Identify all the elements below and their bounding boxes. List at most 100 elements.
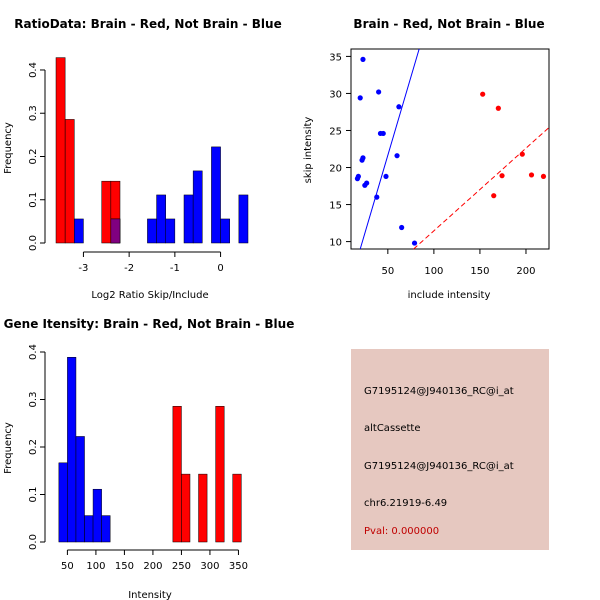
scatter-y-tick-label: 30: [329, 89, 342, 100]
gene-intensity-ylabel: Frequency: [3, 422, 14, 474]
intensity-scatter-title: Brain - Red, Not Brain - Blue: [353, 17, 544, 31]
p1-y-tick-label: 0.4: [28, 62, 39, 78]
pval-text: Pval: 0.000000: [364, 526, 440, 537]
scatter-point-not-brain-14: [374, 194, 380, 200]
scatter-point-not-brain-0: [360, 56, 366, 62]
gene-intensity-title: Gene Itensity: Brain - Red, Not Brain - …: [4, 317, 295, 331]
ratio-histogram-title: RatioData: Brain - Red, Not Brain - Blue: [14, 17, 281, 31]
fit-line-red: [413, 127, 550, 250]
scatter-point-not-brain-2: [376, 89, 382, 95]
scatter-y-tick-label: 15: [329, 201, 342, 212]
p3-bar-not-brain-2: [75, 436, 85, 543]
scatter-point-not-brain-10: [354, 176, 361, 182]
p1-bar-not-brain-0: [74, 218, 84, 244]
p3-bar-brain-4: [232, 473, 242, 543]
scatter-points: [354, 56, 547, 246]
p3-bar-brain-3: [215, 406, 225, 543]
p3-bar-not-brain-4: [92, 488, 102, 543]
p1-x-tick-label: 0: [217, 263, 223, 274]
scatter-x-tick-label: 200: [516, 266, 535, 277]
scatter-x-tick-label: 150: [470, 266, 489, 277]
probe-id-text-2: G7195124@J940136_RC@i_at: [364, 461, 514, 472]
gene-intensity-bars: [58, 357, 242, 543]
p1-bar-brain-1: [64, 119, 75, 244]
p3-x-tick-label: 200: [143, 561, 162, 572]
p1-x-tick-label: -3: [78, 263, 88, 274]
intensity-scatter-xlabel: include intensity: [408, 290, 491, 301]
p3-bar-not-brain-0: [58, 462, 68, 543]
ratio-histogram-xlabel: Log2 Ratio Skip/Include: [91, 290, 208, 301]
p1-bar-not-brain-6: [192, 170, 203, 244]
scatter-point-brain-2: [519, 151, 525, 157]
p3-y-tick-label: 0.4: [28, 344, 39, 360]
scatter-y-tick-label: 25: [329, 126, 342, 137]
scatter-point-not-brain-16: [411, 240, 418, 246]
scatter-point-not-brain-15: [399, 224, 405, 231]
scatter-point-not-brain-3: [396, 104, 402, 110]
p3-bar-not-brain-3: [84, 515, 94, 543]
intensity-scatter: Brain - Red, Not Brain - Blue include in…: [303, 17, 550, 301]
scatter-plot-frame: [350, 48, 550, 250]
scatter-point-not-brain-1: [357, 95, 363, 101]
scatter-point-brain-3: [499, 173, 505, 179]
scatter-y-tick-label: 10: [329, 238, 342, 249]
ratio-histogram: RatioData: Brain - Red, Not Brain - Blue…: [3, 17, 282, 301]
p1-y-tick-label: 0.2: [28, 149, 39, 165]
p3-x-tick-label: 350: [229, 561, 248, 572]
p3-y-tick-label: 0.0: [28, 534, 39, 550]
p3-y-tick-label: 0.3: [28, 392, 39, 408]
intensity-scatter-axes: 10 15 20 25 30 35 50 100 150 200: [329, 52, 535, 277]
scatter-point-not-brain-8: [394, 153, 400, 159]
p1-bar-not-brain-8: [220, 218, 230, 244]
scatter-point-not-brain-5: [380, 130, 386, 137]
p1-bar-not-brain-9: [238, 194, 249, 244]
event-type-text: altCassette: [364, 423, 421, 434]
p1-bar-overlap-1: [110, 218, 121, 244]
p1-bar-brain-0: [55, 57, 66, 244]
scatter-point-not-brain-12: [362, 182, 368, 188]
p3-x-tick-label: 250: [172, 561, 191, 572]
p3-bar-brain-2: [198, 473, 208, 543]
scatter-point-brain-1: [495, 105, 501, 111]
ratio-histogram-ylabel: Frequency: [3, 122, 14, 174]
scatter-x-tick-label: 100: [424, 266, 443, 277]
gene-intensity-axes: 0.0 0.1 0.2 0.3 0.4 50 100 150 200 250 300 350: [28, 344, 248, 572]
intensity-scatter-ylabel: skip intensity: [303, 117, 314, 184]
scatter-point-brain-4: [528, 172, 535, 178]
p3-bar-brain-0: [172, 406, 182, 543]
p1-bar-not-brain-3: [156, 194, 166, 244]
p3-x-tick-label: 150: [115, 561, 134, 572]
p3-x-tick-label: 100: [86, 561, 105, 572]
fit-line-blue: [359, 48, 420, 250]
scatter-y-tick-label: 35: [329, 52, 342, 63]
genomic-location-text: chr6.21919-6.49: [364, 498, 448, 509]
p1-bar-not-brain-2: [147, 218, 157, 244]
p3-x-tick-label: 50: [61, 561, 74, 572]
p3-bar-not-brain-1: [67, 357, 77, 543]
p1-bar-not-brain-5: [183, 194, 194, 244]
p1-y-tick-label: 0.3: [28, 105, 39, 121]
scatter-point-not-brain-13: [383, 173, 389, 180]
probe-id-text: G7195124@J940136_RC@i_at: [364, 386, 514, 397]
p1-bar-not-brain-4: [165, 218, 176, 244]
p1-x-tick-label: -2: [124, 263, 134, 274]
scatter-point-brain-0: [480, 91, 486, 97]
p1-y-tick-label: 0.1: [28, 192, 39, 208]
p3-bar-brain-1: [181, 473, 191, 543]
scatter-point-brain-6: [491, 193, 497, 199]
gene-intensity-xlabel: Intensity: [128, 590, 172, 600]
p3-bar-not-brain-5: [101, 515, 111, 543]
p1-y-tick-label: 0.0: [28, 235, 39, 251]
p1-bar-brain-2: [101, 180, 112, 244]
p3-x-tick-label: 300: [200, 561, 219, 572]
ratio-histogram-axes: 0.0 0.1 0.2 0.3 0.4 -3 -2 -1 0: [28, 62, 224, 274]
scatter-point-not-brain-7: [359, 157, 365, 163]
gene-intensity-histogram: Gene Itensity: Brain - Red, Not Brain - …: [3, 317, 294, 600]
scatter-point-brain-5: [540, 173, 547, 180]
scatter-x-tick-label: 50: [381, 266, 394, 277]
p3-y-tick-label: 0.1: [28, 487, 39, 503]
probe-info-panel: G7195124@J940136_RC@i_at altCassette G71…: [351, 349, 549, 550]
ratio-histogram-bars: [55, 57, 249, 244]
p3-y-tick-label: 0.2: [28, 439, 39, 455]
